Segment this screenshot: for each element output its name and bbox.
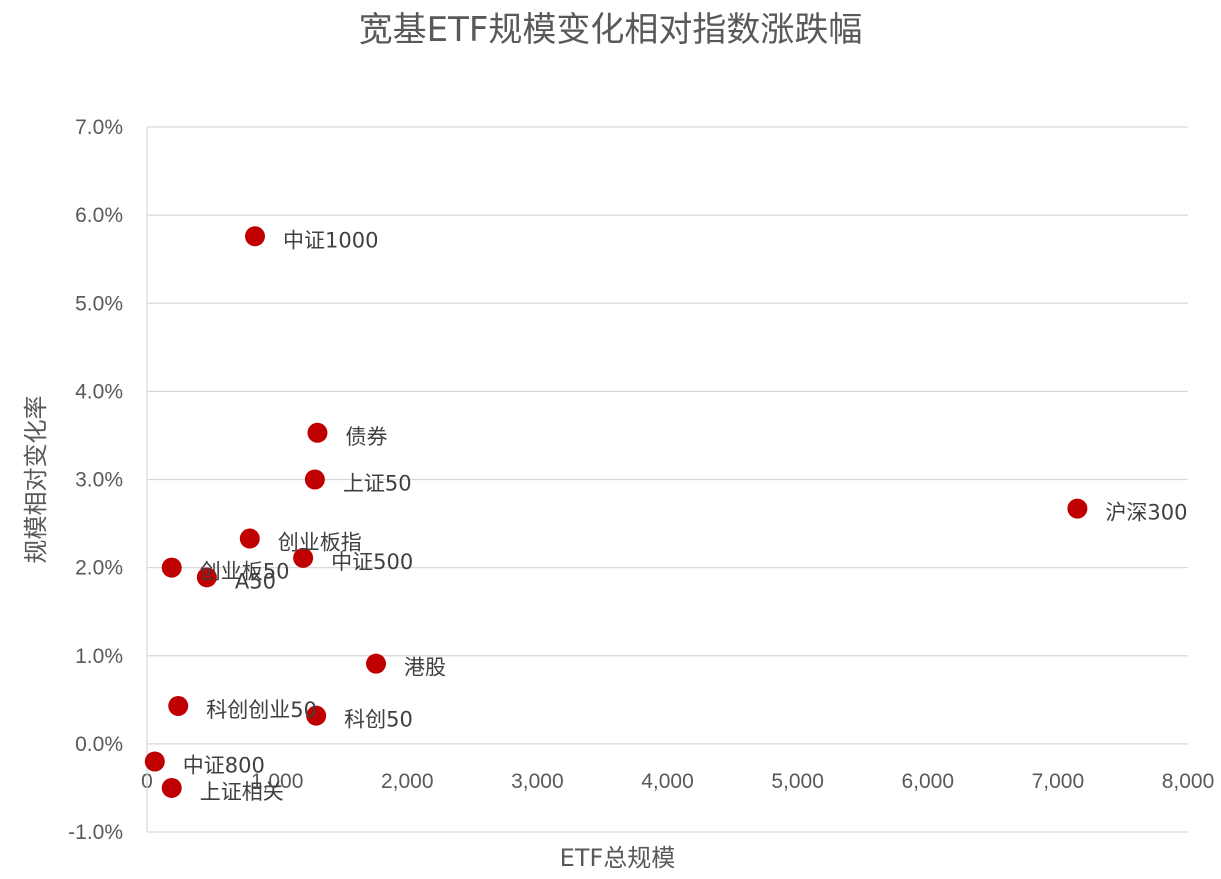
x-tick-label: 5,000	[771, 770, 824, 793]
data-point	[161, 557, 182, 578]
data-point	[144, 751, 165, 772]
data-point	[239, 528, 260, 549]
y-tick-label: 0.0%	[75, 733, 123, 756]
data-label: A50	[235, 569, 276, 593]
data-point	[245, 226, 266, 247]
data-label: 沪深300	[1105, 501, 1187, 525]
data-label: 港股	[404, 656, 446, 680]
y-tick-label: -1.0%	[68, 821, 123, 844]
data-label: 科创创业50	[206, 698, 317, 722]
data-label: 中证1000	[283, 228, 378, 252]
data-label: 上证50	[343, 472, 412, 496]
data-label: 中证500	[331, 550, 413, 574]
y-tick-label: 1.0%	[75, 645, 123, 668]
data-label: 创业板指	[278, 531, 362, 555]
y-tick-label: 7.0%	[75, 116, 123, 139]
x-tick-label: 3,000	[511, 770, 564, 793]
data-point	[196, 567, 217, 588]
data-label: 上证相关	[200, 780, 284, 804]
data-point	[293, 547, 314, 568]
x-axis-ticks: 0 1,000 2,000 3,000 4,000 5,000 6,000 7,000 8,00…	[141, 770, 1214, 793]
y-tick-label: 6.0%	[75, 204, 123, 227]
data-label: 中证800	[183, 754, 265, 778]
x-tick-label: 4,000	[641, 770, 694, 793]
y-tick-label: 4.0%	[75, 380, 123, 403]
x-tick-label: 7,000	[1032, 770, 1085, 793]
y-tick-label: 3.0%	[75, 469, 123, 492]
data-point	[1067, 498, 1088, 519]
data-label: 创业板50	[200, 560, 290, 584]
y-tick-label: 2.0%	[75, 557, 123, 580]
data-label: 科创50	[344, 708, 413, 732]
data-point	[306, 705, 327, 726]
chart-title: 宽基ETF规模变化相对指数涨跌幅	[358, 10, 863, 50]
data-point	[307, 422, 328, 443]
data-label: 债券	[345, 425, 387, 449]
x-tick-label: 1,000	[251, 770, 304, 793]
data-points	[144, 226, 1088, 798]
gridlines	[147, 126, 1188, 833]
data-point	[366, 653, 387, 674]
data-point	[304, 469, 325, 490]
y-axis-ticks: -1.0% 0.0% 1.0% 2.0% 3.0% 4.0% 5.0% 6.0% 7.0%	[68, 116, 123, 844]
x-tick-label: 6,000	[901, 770, 954, 793]
data-point	[168, 695, 189, 716]
data-point	[161, 777, 182, 798]
x-tick-label: 8,000	[1162, 770, 1215, 793]
x-axis-label: ETF总规模	[560, 844, 676, 872]
x-tick-label: 2,000	[381, 770, 434, 793]
y-tick-label: 5.0%	[75, 292, 123, 315]
y-axis-label: 规模相对变化率	[22, 396, 50, 564]
